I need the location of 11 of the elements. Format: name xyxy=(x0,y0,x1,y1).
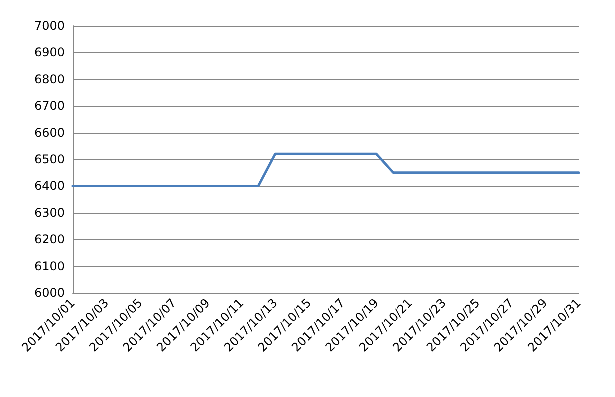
y-tick-label: 6100 xyxy=(34,259,65,274)
y-tick-label: 6300 xyxy=(34,206,65,220)
y-tick-label: 6400 xyxy=(34,179,65,194)
y-tick-label: 6900 xyxy=(34,46,65,60)
y-tick-label: 6800 xyxy=(34,72,65,86)
y-tick-label: 6500 xyxy=(34,152,65,166)
y-tick-label: 6700 xyxy=(34,99,65,114)
y-tick-label: 6000 xyxy=(34,286,65,300)
y-tick-label: 6200 xyxy=(34,232,65,247)
y-tick-label: 6600 xyxy=(34,126,65,140)
y-tick-label: 7000 xyxy=(34,19,65,33)
